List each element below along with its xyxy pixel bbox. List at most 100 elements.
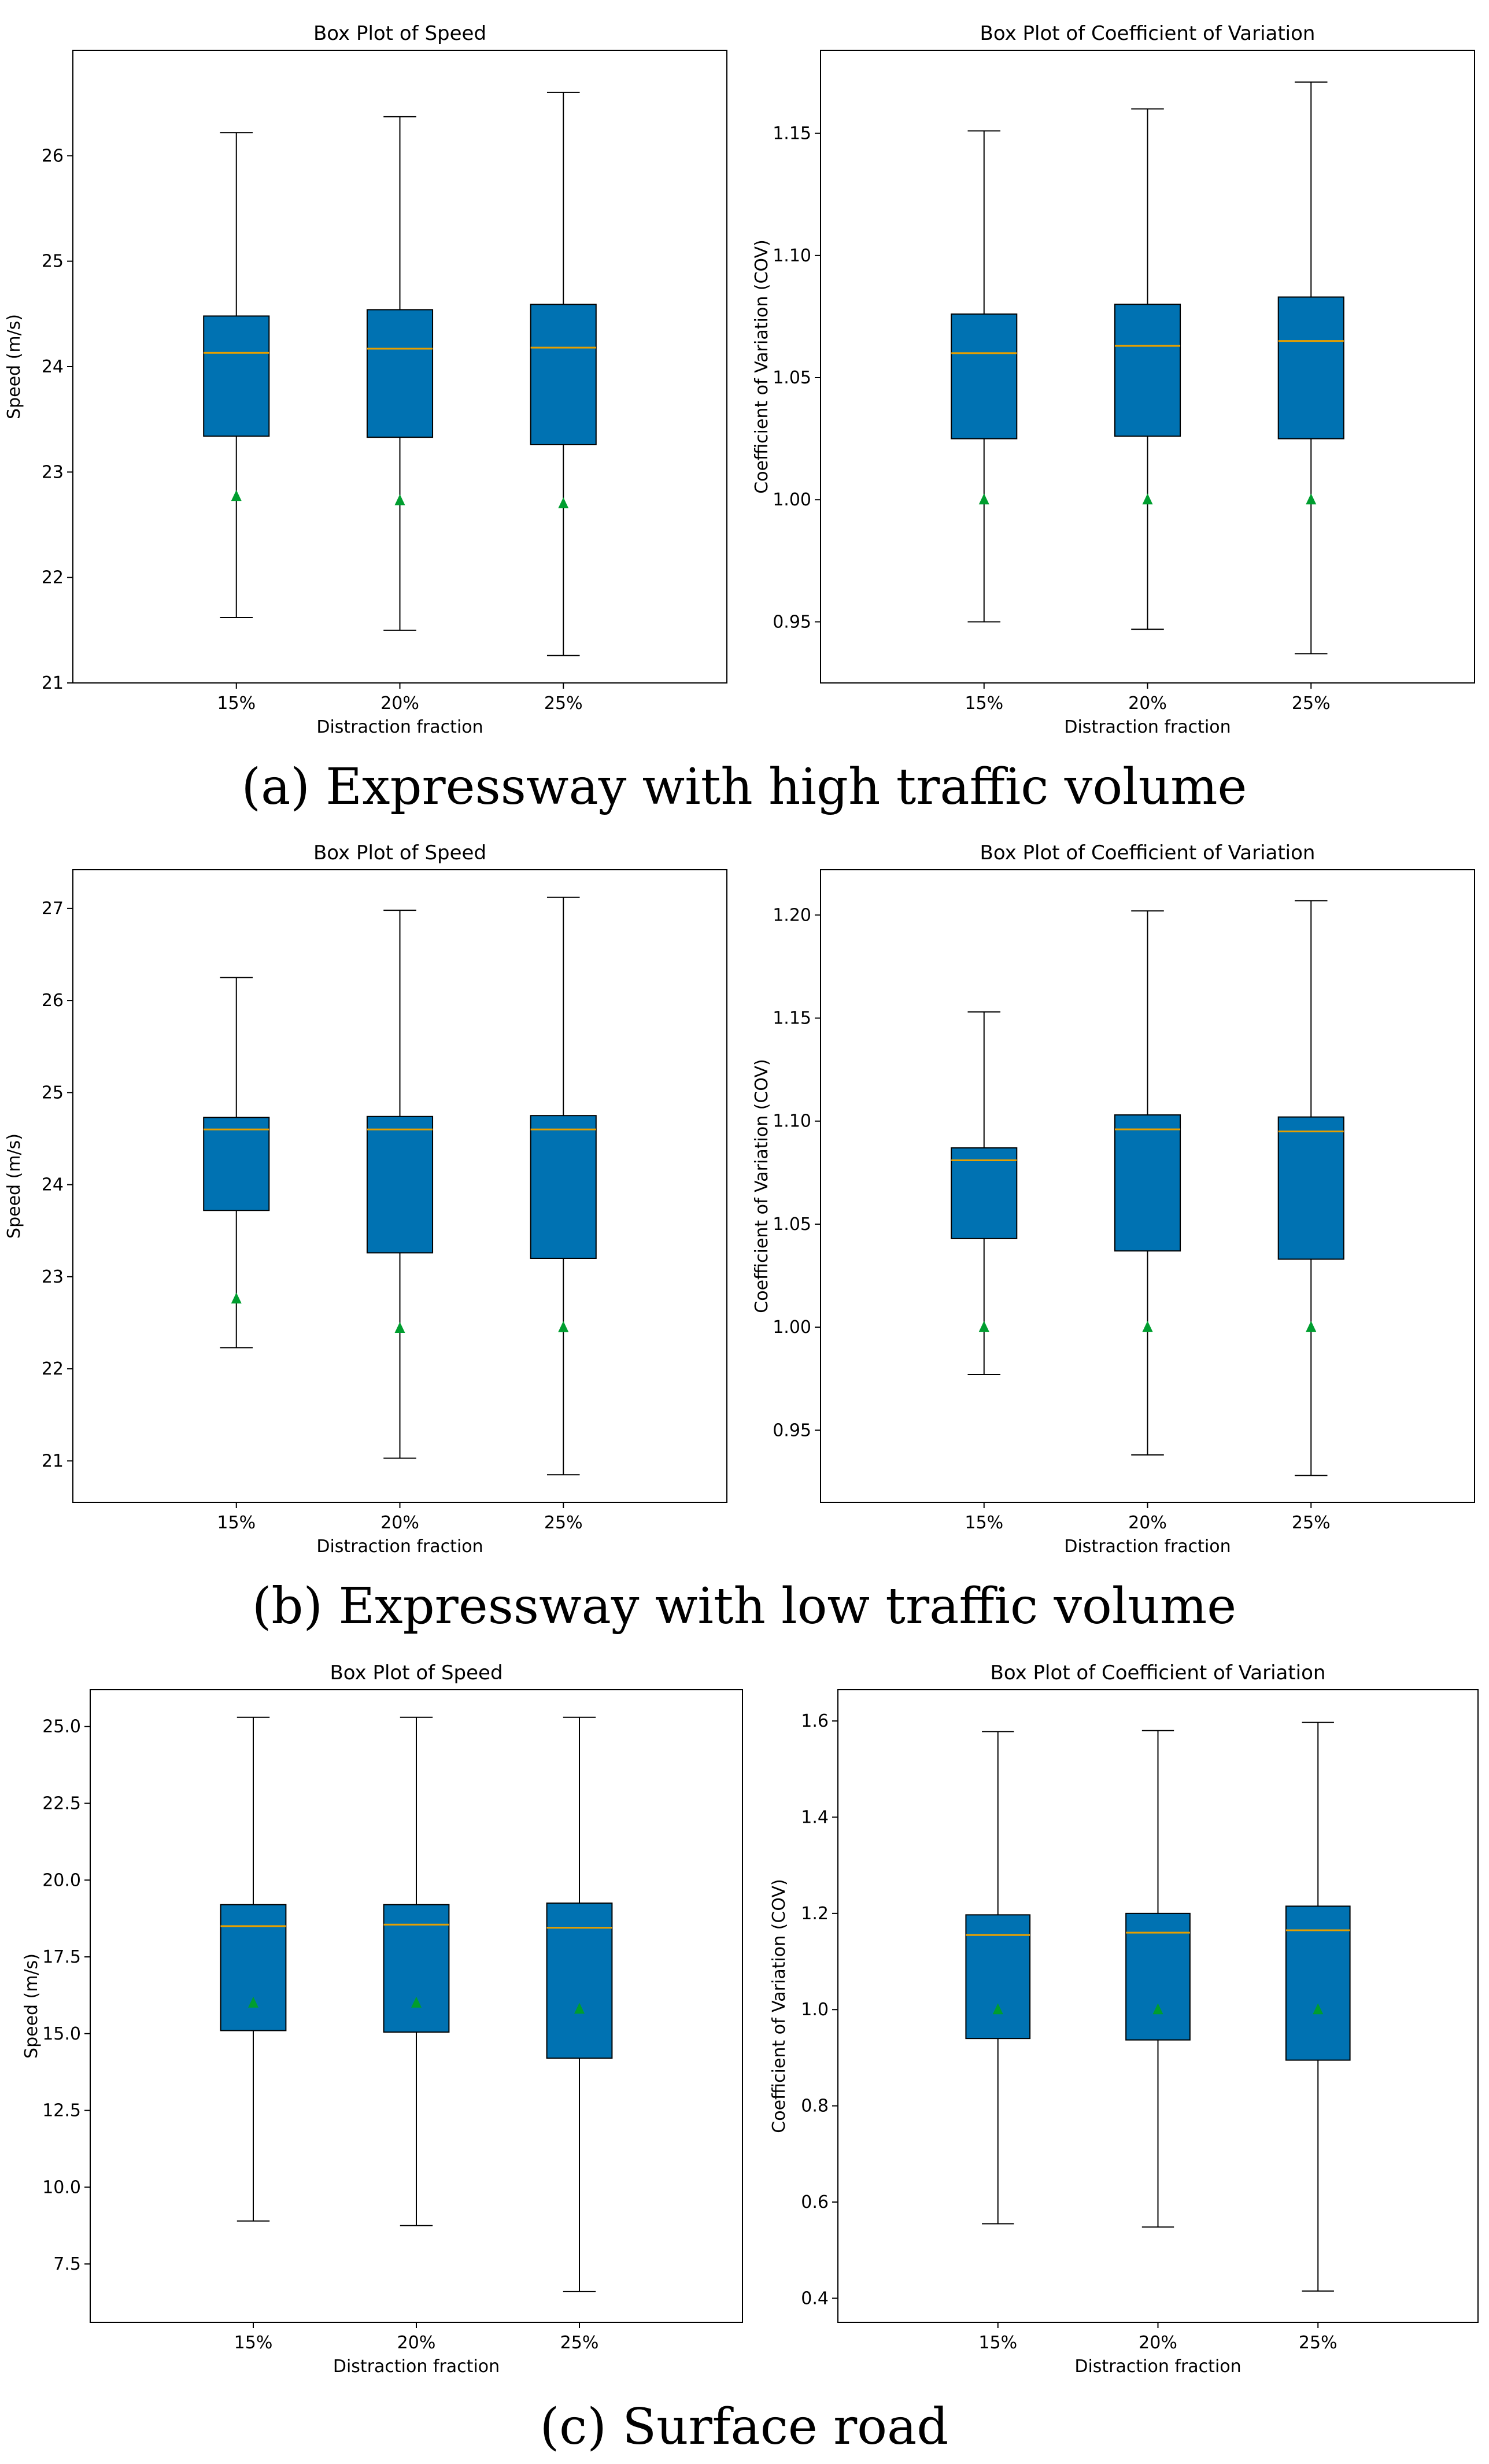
x-tick-label: 15%	[234, 2333, 273, 2353]
mean-marker	[394, 1322, 405, 1333]
box-15pct	[951, 1011, 1018, 1376]
box-15pct	[203, 132, 270, 618]
x-tick-label: 15%	[965, 693, 1003, 714]
y-tick-label: 25.0	[42, 1717, 81, 1737]
iqr-box	[203, 315, 270, 437]
y-tick-label: 22.5	[42, 1793, 81, 1813]
box-20pct	[1114, 910, 1181, 1456]
panel-b-cov: Box Plot of Coefficient of Variation 0.95…	[752, 841, 1475, 1557]
iqr-box	[951, 313, 1018, 439]
x-tick-label: 25%	[544, 693, 583, 714]
y-tick-label: 20.0	[42, 1870, 81, 1890]
plot-frame	[90, 1689, 743, 2323]
mean-marker	[1306, 493, 1317, 505]
x-tick-label: 20%	[397, 2333, 436, 2353]
y-tick-label: 0.6	[801, 2192, 829, 2212]
mean-marker	[558, 1321, 569, 1332]
y-tick-label: 25	[42, 1083, 64, 1103]
box-15pct	[951, 130, 1018, 623]
box-15pct	[203, 977, 270, 1349]
mean-marker	[248, 1996, 258, 2008]
y-tick-label: 1.2	[801, 1904, 829, 1924]
x-tick-label: 15%	[965, 1513, 1003, 1533]
iqr-box	[1125, 1912, 1191, 2041]
y-axis-label: Speed (m/s)	[21, 1953, 42, 2059]
y-tick-label: 1.15	[773, 124, 811, 144]
y-tick-label: 22	[42, 1359, 64, 1379]
mean-marker	[394, 494, 405, 505]
x-tick-label: 20%	[1128, 693, 1167, 714]
y-tick-label: 1.15	[773, 1008, 811, 1029]
y-tick-label: 17.5	[42, 1947, 81, 1967]
y-tick-label: 1.10	[773, 1111, 811, 1132]
x-axis-label: Distraction fraction	[316, 1536, 483, 1557]
plot-frame	[837, 1689, 1479, 2323]
y-tick-label: 10.0	[42, 2177, 81, 2197]
y-tick-label: 25	[42, 252, 64, 272]
iqr-box	[1114, 1114, 1181, 1252]
plot-frame	[820, 50, 1475, 684]
chart-title: Box Plot of Speed	[330, 1661, 503, 1684]
box-15pct	[220, 1716, 287, 2222]
y-tick-label: 26	[42, 146, 64, 166]
iqr-box	[1285, 1905, 1351, 2061]
x-tick-label: 15%	[217, 693, 256, 714]
mean-marker	[1142, 1321, 1153, 1332]
y-tick-label: 7.5	[53, 2254, 81, 2274]
mean-marker	[1306, 1321, 1317, 1332]
x-axis-label: Distraction fraction	[1064, 1536, 1231, 1557]
x-axis-label: Distraction fraction	[1074, 2356, 1241, 2377]
mean-marker	[992, 2003, 1003, 2015]
y-tick-label: 21	[42, 1451, 64, 1471]
box-25pct	[1277, 81, 1344, 655]
x-tick-label: 20%	[1139, 2333, 1177, 2353]
y-tick-label: 0.4	[801, 2288, 829, 2308]
iqr-box	[366, 309, 434, 438]
y-tick-label: 26	[42, 991, 64, 1011]
caption-b: (b) Expressway with low traffic volume	[252, 1578, 1236, 1635]
iqr-box	[546, 1903, 613, 2059]
y-axis-label: Coefficient of Variation (COV)	[769, 1879, 789, 2133]
iqr-box	[203, 1117, 270, 1211]
y-tick-label: 1.05	[773, 368, 811, 388]
y-tick-label: 23	[42, 462, 64, 482]
y-axis-label: Coefficient of Variation (COV)	[752, 1059, 772, 1313]
box-25pct	[1285, 1722, 1351, 2292]
y-tick-label: 1.05	[773, 1214, 811, 1235]
y-tick-label: 22	[42, 568, 64, 588]
chart-title: Box Plot of Coefficient of Variation	[991, 1661, 1326, 1684]
y-tick-label: 1.10	[773, 246, 811, 266]
mean-marker	[1152, 2003, 1163, 2015]
box-20pct	[1125, 1730, 1191, 2228]
x-tick-label: 25%	[560, 2333, 599, 2353]
iqr-box	[1277, 296, 1344, 439]
plot-frame	[820, 869, 1475, 1503]
y-tick-label: 24	[42, 357, 64, 377]
mean-marker	[574, 2003, 585, 2014]
plot-frame	[72, 869, 727, 1503]
chart-title: Box Plot of Speed	[313, 22, 486, 45]
y-tick-label: 1.4	[801, 1807, 829, 1827]
panel-c-speed: Box Plot of Speed 7.5 10.0 12.5 15.0 17.5 20.0…	[21, 1661, 743, 2377]
y-axis-label: Speed (m/s)	[4, 1133, 24, 1239]
iqr-box	[220, 1904, 287, 2031]
panel-c-cov: Box Plot of Coefficient of Variation 0.4 0…	[769, 1661, 1479, 2377]
iqr-box	[530, 1115, 597, 1259]
y-tick-label: 1.0	[801, 2000, 829, 2020]
plot-frame	[72, 50, 727, 684]
x-axis-label: Distraction fraction	[1064, 717, 1231, 737]
box-15pct	[965, 1731, 1031, 2225]
chart-title: Box Plot of Coefficient of Variation	[980, 22, 1316, 45]
box-25pct	[546, 1716, 613, 2292]
iqr-box	[1114, 304, 1181, 437]
mean-marker	[231, 1292, 242, 1304]
mean-marker	[558, 497, 569, 509]
y-tick-label: 21	[42, 673, 64, 693]
box-20pct	[366, 910, 434, 1459]
iqr-box	[366, 1115, 434, 1254]
chart-title: Box Plot of Coefficient of Variation	[980, 841, 1316, 865]
y-tick-label: 1.6	[801, 1711, 829, 1731]
x-tick-label: 15%	[978, 2333, 1017, 2353]
chart-title: Box Plot of Speed	[313, 841, 486, 865]
